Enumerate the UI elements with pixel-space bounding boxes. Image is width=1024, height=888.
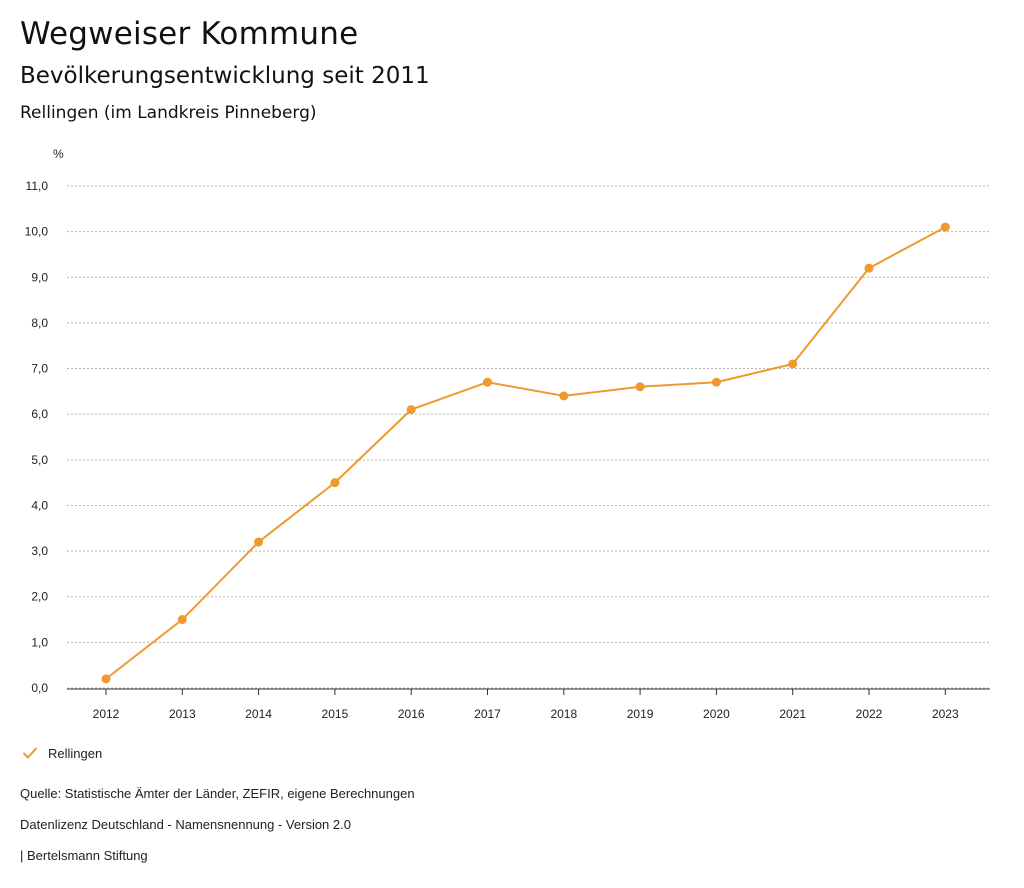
chart-subtitle: Bevölkerungsentwicklung seit 2011 (20, 63, 430, 89)
data-point[interactable] (406, 405, 416, 415)
x-tick-label: 2021 (779, 707, 806, 721)
region-label: Rellingen (im Landkreis Pinneberg) (20, 103, 317, 123)
check-icon[interactable] (22, 745, 38, 761)
grid-lines (67, 185, 990, 689)
data-point[interactable] (101, 674, 111, 684)
data-point[interactable] (330, 478, 340, 488)
y-tick-label: 8,0 (31, 316, 48, 330)
data-point[interactable] (177, 615, 187, 625)
source-note: Quelle: Statistische Ämter der Länder, Z… (20, 786, 415, 801)
x-tick-label: 2015 (322, 707, 349, 721)
y-tick-label: 0,0 (31, 681, 48, 695)
data-point[interactable] (711, 377, 721, 387)
x-tick-label: 2022 (856, 707, 883, 721)
x-tick-label: 2012 (93, 707, 120, 721)
y-tick-label: 11,0 (26, 179, 49, 193)
x-tick-label: 2016 (398, 707, 425, 721)
y-tick-label: 1,0 (31, 635, 48, 649)
x-tick-label: 2013 (169, 707, 196, 721)
data-point[interactable] (940, 222, 950, 232)
data-point[interactable] (559, 391, 569, 401)
y-axis-unit: % (53, 147, 64, 161)
y-tick-label: 6,0 (31, 407, 48, 421)
series-line[interactable] (105, 226, 946, 680)
y-tick-label: 9,0 (31, 270, 48, 284)
legend-label: Rellingen (48, 745, 103, 761)
license-note: Datenlizenz Deutschland - Namensnennung … (20, 817, 351, 832)
publisher-note: | Bertelsmann Stiftung (20, 848, 148, 863)
y-tick-label: 3,0 (31, 544, 48, 558)
x-tick-label: 2019 (627, 707, 654, 721)
x-tick-label: 2017 (474, 707, 501, 721)
y-tick-label: 5,0 (31, 453, 48, 467)
y-tick-label: 7,0 (31, 362, 48, 376)
y-tick-label: 10,0 (25, 225, 49, 239)
x-tick-label: 2020 (703, 707, 730, 721)
y-tick-label: 2,0 (31, 590, 48, 604)
y-axis-ticks: 0,0 1,0 2,0 3,0 4,0 5,0 6,0 7,0 8,0 9,0 10,0 11,0 (25, 179, 49, 695)
data-point[interactable] (635, 382, 645, 392)
page-title: Wegweiser Kommune (20, 16, 359, 52)
data-point[interactable] (788, 359, 798, 369)
line-chart: % 0,0 1,0 2,0 3,0 4,0 5,0 6,0 7,0 8,0 9,0 10,0 11,0… (25, 147, 990, 721)
x-axis: 2012 2013 2014 2015 2016 2017 2018 2019 2020 2021… (67, 688, 990, 721)
x-tick-label: 2023 (932, 707, 959, 721)
y-tick-label: 4,0 (31, 498, 48, 512)
data-point[interactable] (864, 263, 874, 273)
data-point[interactable] (254, 537, 264, 547)
series-rellingen[interactable] (101, 222, 950, 684)
x-tick-label: 2018 (550, 707, 577, 721)
data-point[interactable] (483, 377, 492, 387)
legend[interactable]: Rellingen (22, 745, 102, 761)
x-tick-label: 2014 (245, 707, 272, 721)
